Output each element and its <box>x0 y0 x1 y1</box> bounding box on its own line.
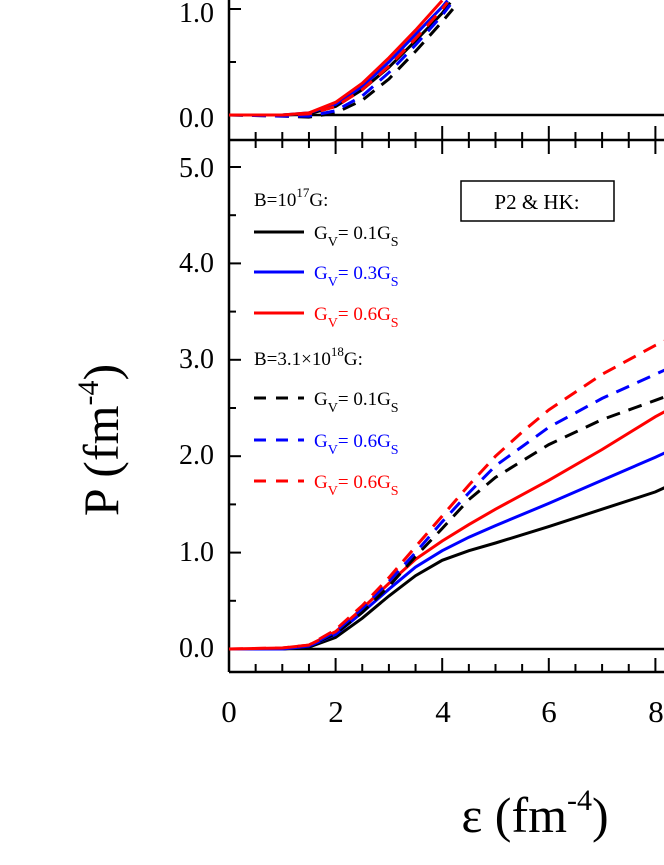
y-tick-label: 5.0 <box>179 153 214 184</box>
top-y-tick-label: 0.0 <box>179 103 214 134</box>
y-tick-label: 4.0 <box>179 248 214 279</box>
y-axis-label: P (fm-4) <box>72 364 129 516</box>
y-tick-label: 1.0 <box>179 537 214 568</box>
annotation-label: P2 & HK: <box>494 190 579 214</box>
top-series-line <box>229 0 444 117</box>
annotation-box <box>460 180 615 222</box>
legend-label: GV= 0.3GS <box>314 263 399 290</box>
x-axis-label: ε (fm-4) <box>461 784 608 843</box>
top-series-line <box>229 0 449 117</box>
top-panel: 1.0 0.0 <box>179 0 664 142</box>
series-line <box>229 486 664 651</box>
legend-label: GV= 0.1GS <box>314 223 399 250</box>
series-line <box>228 339 664 651</box>
series-line <box>228 410 664 651</box>
legend-title-1: B=1017G: <box>254 185 328 211</box>
legend-title-2: B=3.1×1018G: <box>254 344 363 370</box>
series-line <box>229 368 664 651</box>
x-tick-label: 6 <box>541 694 557 729</box>
legend-label: GV= 0.1GS <box>314 389 399 416</box>
top-series-line <box>229 1 449 117</box>
legend-label: GV= 0.6GS <box>314 304 399 331</box>
x-tick-label: 4 <box>435 694 451 729</box>
bottom-panel: 5.0 4.0 3.0 2.0 1.0 0.0 0 2 4 6 8 P2 & H… <box>72 140 664 843</box>
legend-label: GV= 0.6GS <box>314 472 399 499</box>
x-tick-label: 0 <box>221 694 237 729</box>
series-line <box>229 395 664 651</box>
y-tick-label: 2.0 <box>179 440 214 471</box>
x-tick-label: 2 <box>328 694 344 729</box>
x-tick-label: 8 <box>648 694 664 729</box>
legend-label: GV= 0.6GS <box>314 431 399 458</box>
top-series-line <box>228 8 455 119</box>
top-y-tick-label: 1.0 <box>179 0 214 29</box>
y-tick-label: 3.0 <box>179 344 214 375</box>
series-line <box>229 451 664 651</box>
y-tick-label: 0.0 <box>179 633 214 664</box>
top-series-line <box>228 3 452 118</box>
